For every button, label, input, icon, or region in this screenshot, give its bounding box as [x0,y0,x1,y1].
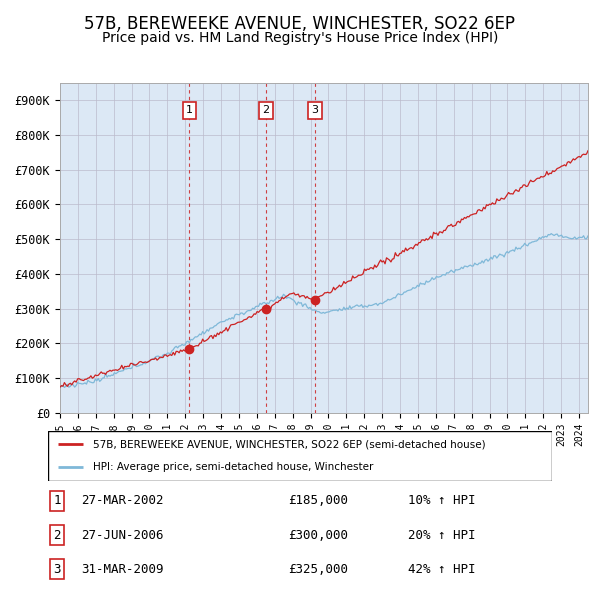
Text: 42% ↑ HPI: 42% ↑ HPI [408,563,475,576]
Text: 2: 2 [53,529,61,542]
Text: 1: 1 [53,494,61,507]
Text: £325,000: £325,000 [288,563,348,576]
Text: 20% ↑ HPI: 20% ↑ HPI [408,529,475,542]
Text: 2: 2 [262,106,269,116]
Text: £300,000: £300,000 [288,529,348,542]
Text: 1: 1 [186,106,193,116]
Text: Price paid vs. HM Land Registry's House Price Index (HPI): Price paid vs. HM Land Registry's House … [102,31,498,45]
Text: 3: 3 [311,106,319,116]
Text: 27-MAR-2002: 27-MAR-2002 [81,494,163,507]
Text: 27-JUN-2006: 27-JUN-2006 [81,529,163,542]
Text: 31-MAR-2009: 31-MAR-2009 [81,563,163,576]
Text: 3: 3 [53,563,61,576]
Text: £185,000: £185,000 [288,494,348,507]
Text: 10% ↑ HPI: 10% ↑ HPI [408,494,475,507]
Text: HPI: Average price, semi-detached house, Winchester: HPI: Average price, semi-detached house,… [94,463,374,473]
Text: 57B, BEREWEEKE AVENUE, WINCHESTER, SO22 6EP: 57B, BEREWEEKE AVENUE, WINCHESTER, SO22 … [85,15,515,33]
Text: 57B, BEREWEEKE AVENUE, WINCHESTER, SO22 6EP (semi-detached house): 57B, BEREWEEKE AVENUE, WINCHESTER, SO22 … [94,439,486,449]
